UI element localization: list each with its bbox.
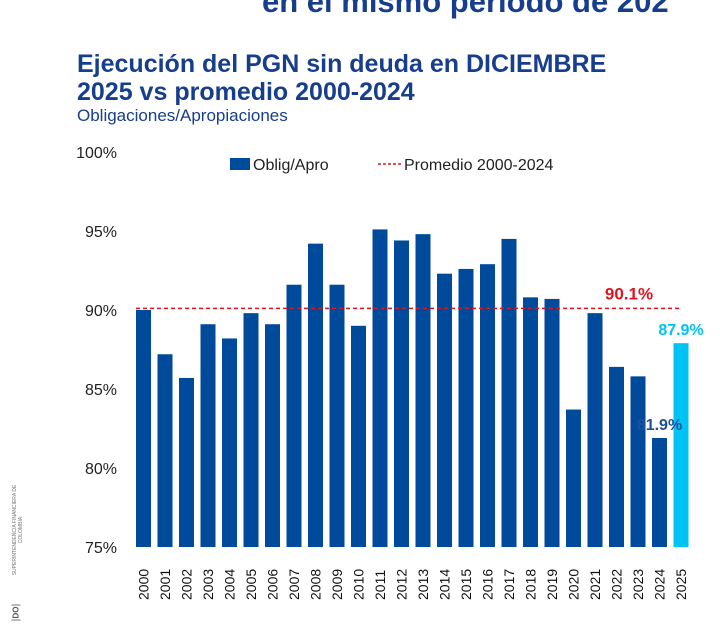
x-tick-label: 2007 bbox=[286, 569, 302, 600]
y-tick-label: 80% bbox=[85, 461, 117, 478]
bar-2021 bbox=[587, 313, 603, 547]
y-tick-label: 90% bbox=[85, 303, 117, 320]
x-tick-label: 2019 bbox=[544, 569, 560, 600]
x-tick-label: 2000 bbox=[136, 569, 152, 600]
bar-2016 bbox=[480, 264, 495, 547]
bar-2002 bbox=[179, 377, 194, 547]
x-tick-label: 2001 bbox=[157, 569, 173, 600]
x-tick-label: 2022 bbox=[609, 569, 625, 600]
x-tick-label: 2010 bbox=[351, 569, 367, 600]
x-tick-label: 2018 bbox=[523, 569, 539, 600]
title-line-1: Ejecución del PGN sin deuda en DICIEMBRE bbox=[77, 50, 607, 78]
bar-2014 bbox=[437, 273, 452, 547]
y-tick-label: 85% bbox=[85, 382, 117, 399]
x-tick-label: 2006 bbox=[265, 569, 281, 600]
y-tick-label: 75% bbox=[85, 540, 117, 557]
bar-2000 bbox=[136, 310, 151, 547]
x-tick-label: 2024 bbox=[652, 569, 668, 600]
x-tick-label: 2003 bbox=[200, 569, 216, 600]
x-tick-label: 2014 bbox=[437, 569, 453, 600]
bar-2017 bbox=[501, 238, 517, 547]
bar-2008 bbox=[308, 243, 323, 547]
legend-swatch-bar bbox=[230, 158, 250, 170]
x-tick-label: 2020 bbox=[566, 569, 582, 600]
bar-2018 bbox=[523, 297, 538, 547]
bar-2001 bbox=[157, 354, 173, 547]
chart-title: Ejecución del PGN sin deuda en DICIEMBRE… bbox=[77, 50, 606, 106]
bar-2020 bbox=[566, 409, 581, 547]
legend-label-line: Promedio 2000-2024 bbox=[404, 157, 554, 174]
bar-2015 bbox=[458, 268, 474, 547]
bar-2022 bbox=[609, 366, 624, 547]
x-tick-label: 2005 bbox=[243, 569, 259, 600]
bar-2007 bbox=[286, 284, 302, 547]
bar-2010 bbox=[351, 325, 366, 547]
top-title: en el mismo periodo de 202 bbox=[262, 0, 669, 19]
bar-2009 bbox=[329, 284, 345, 547]
bar-2004 bbox=[222, 338, 237, 547]
x-tick-label: 2015 bbox=[458, 569, 474, 600]
bar-2012 bbox=[394, 240, 409, 548]
x-tick-label: 2025 bbox=[673, 569, 689, 600]
bar-2011 bbox=[372, 229, 388, 548]
x-tick-label: 2002 bbox=[179, 569, 195, 600]
bar-2003 bbox=[200, 324, 216, 547]
bar-2013 bbox=[415, 234, 431, 547]
bar-2005 bbox=[243, 313, 259, 547]
x-tick-label: 2008 bbox=[308, 569, 324, 600]
x-tick-label: 2023 bbox=[630, 569, 646, 600]
y-tick-label: 100% bbox=[76, 145, 117, 162]
x-tick-label: 2021 bbox=[587, 569, 603, 600]
bar-2024 bbox=[652, 437, 667, 547]
x-tick-label: 2012 bbox=[394, 569, 410, 600]
title-line-2: 2025 vs promedio 2000-2024 bbox=[77, 78, 415, 106]
bar-2023 bbox=[630, 376, 646, 547]
x-tick-label: 2016 bbox=[480, 569, 496, 600]
legend: Oblig/Apro Promedio 2000-2024 bbox=[230, 157, 554, 174]
bar-2019 bbox=[544, 298, 560, 547]
bar-2006 bbox=[265, 324, 280, 547]
data-label-2025: 87.9% bbox=[658, 322, 703, 339]
x-tick-label: 2004 bbox=[222, 569, 238, 600]
reference-label: 90.1% bbox=[605, 284, 653, 303]
y-tick-label: 95% bbox=[85, 224, 117, 241]
data-label-2024: 81.9% bbox=[637, 417, 682, 434]
x-tick-label: 2013 bbox=[415, 569, 431, 600]
x-tick-label: 2011 bbox=[372, 570, 388, 600]
x-tick-label: 2009 bbox=[329, 569, 345, 600]
bar-2025 bbox=[673, 343, 689, 547]
chart-subtitle: Obligaciones/Apropiaciones bbox=[77, 106, 288, 125]
x-tick-label: 2017 bbox=[501, 569, 517, 600]
legend-label-bar: Oblig/Apro bbox=[253, 157, 329, 174]
